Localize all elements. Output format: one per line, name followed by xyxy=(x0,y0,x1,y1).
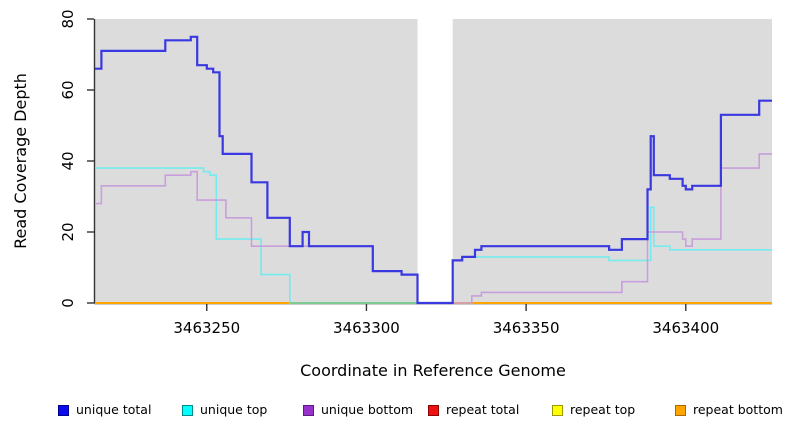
chart-legend: unique total unique top unique bottom repea… xyxy=(0,399,792,425)
y-axis-title: Read Coverage Depth xyxy=(11,73,30,249)
legend-label: unique top xyxy=(200,401,268,417)
y-tick-label: 60 xyxy=(59,80,77,99)
legend-swatch-icon xyxy=(675,404,686,416)
series-layer xyxy=(95,35,772,305)
legend-item-unique-total: unique total xyxy=(58,399,151,421)
legend-label: unique bottom xyxy=(321,401,414,417)
x-tick-label: 3463300 xyxy=(333,319,400,337)
x-tick-label: 3463250 xyxy=(173,319,240,337)
x-tick-label: 3463350 xyxy=(493,319,560,337)
legend-item-repeat-total: repeat total xyxy=(428,399,519,421)
y-tick-label: 40 xyxy=(59,151,77,170)
legend-item-unique-top: unique top xyxy=(182,399,267,421)
x-axis-title: Coordinate in Reference Genome xyxy=(300,361,566,380)
legend-swatch-icon xyxy=(182,404,193,416)
series-line-unique-total xyxy=(95,35,772,305)
legend-item-repeat-top: repeat top xyxy=(552,399,635,421)
legend-label: repeat top xyxy=(570,401,636,417)
legend-swatch-icon xyxy=(58,404,69,416)
legend-label: unique total xyxy=(76,401,152,417)
y-tick-label: 80 xyxy=(59,9,77,28)
legend-label: repeat bottom xyxy=(693,401,783,417)
legend-item-unique-bottom: unique bottom xyxy=(303,399,413,421)
y-tick-label: 0 xyxy=(59,298,77,308)
legend-swatch-icon xyxy=(552,404,563,416)
axes-layer: 3463250 3463300 3463350 3463400 0 20 40 60 80 xyxy=(59,9,772,337)
coverage-gap-band xyxy=(417,19,453,303)
legend-label: repeat total xyxy=(446,401,520,417)
y-tick-label: 20 xyxy=(59,222,77,241)
legend-swatch-icon xyxy=(428,404,439,416)
x-tick-label: 3463400 xyxy=(652,319,719,337)
legend-swatch-icon xyxy=(303,404,314,416)
legend-item-repeat-bottom: repeat bottom xyxy=(675,399,783,421)
